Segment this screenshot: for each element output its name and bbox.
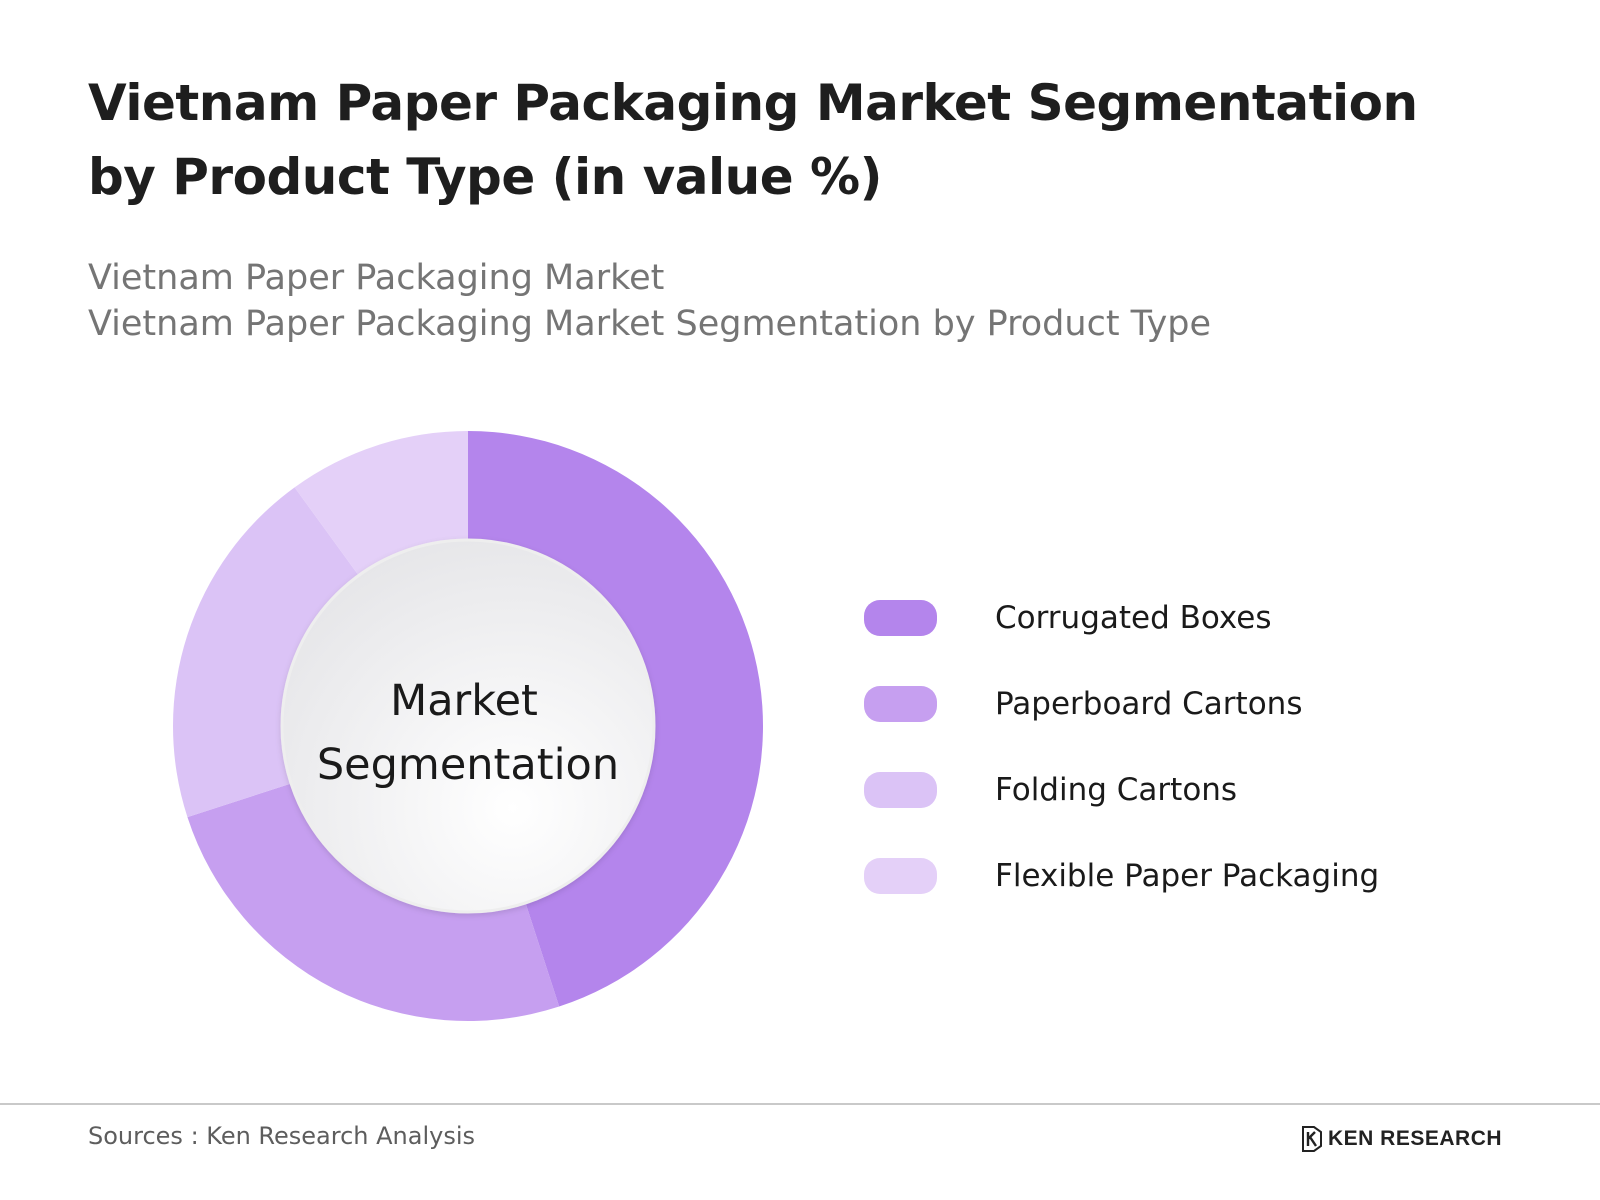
sources-note: Sources : Ken Research Analysis [88,1122,476,1150]
brand-logo: KEN RESEARCH [1300,1124,1502,1154]
chart-legend: Corrugated Boxes Paperboard Cartons Foldin… [864,596,1564,940]
donut-slice-paperboard-cartons [187,783,560,1021]
donut-slice-folding-cartons [173,487,359,818]
chart-title: Vietnam Paper Packaging Market Segmentat… [88,74,1418,206]
footer-divider [0,1103,1600,1105]
chart-subtitles: Vietnam Paper Packaging Market Vietnam P… [88,255,1488,347]
subtitle-line-1: Vietnam Paper Packaging Market [88,258,665,298]
center-label-line-1: Market [390,676,538,726]
center-label-line-2: Segmentation [317,740,619,790]
brand-name: KEN RESEARCH [1328,1127,1503,1150]
donut-chart: Market Segmentation [173,431,763,1021]
legend-item-paperboard-cartons: Paperboard Cartons [864,682,1564,768]
legend-item-flexible-paper-packaging: Flexible Paper Packaging [864,854,1564,940]
donut-slice-corrugated-boxes [468,431,763,1007]
donut-center-disc [280,538,656,914]
legend-swatch-flexible-paper-packaging [864,858,937,894]
legend-swatch-corrugated-boxes [864,600,937,636]
legend-swatch-folding-cartons [864,772,937,808]
legend-item-corrugated-boxes: Corrugated Boxes [864,596,1564,682]
legend-label-folding-cartons: Folding Cartons [995,772,1238,808]
legend-label-flexible-paper-packaging: Flexible Paper Packaging [995,858,1380,894]
donut-slice-flexible-paper-packaging [294,431,468,576]
donut-slices [173,431,763,1021]
legend-swatch-paperboard-cartons [864,686,937,722]
ken-research-logo-icon [1302,1126,1322,1152]
subtitle-line-2: Vietnam Paper Packaging Market Segmentat… [88,304,1212,344]
legend-label-paperboard-cartons: Paperboard Cartons [995,686,1303,722]
legend-item-folding-cartons: Folding Cartons [864,768,1564,854]
legend-label-corrugated-boxes: Corrugated Boxes [995,600,1272,636]
